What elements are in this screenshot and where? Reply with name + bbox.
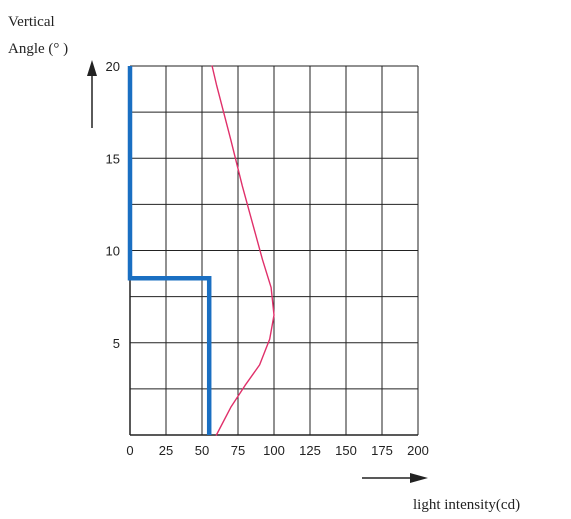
- y-axis-label-line2: Angle (° ): [8, 41, 68, 57]
- series-group: [127, 65, 275, 436]
- x-tick-label: 150: [335, 443, 357, 458]
- y-tick-label: 10: [106, 244, 120, 259]
- x-tick-label: 75: [231, 443, 245, 458]
- x-tick-label: 25: [159, 443, 173, 458]
- y-tick-label: 20: [106, 59, 120, 74]
- x-tick-labels: 0 25 50 75 100 125 150 175 200: [126, 443, 428, 458]
- series-step-line: [127, 66, 212, 435]
- y-tick-labels: 5 10 15 20: [106, 59, 120, 351]
- y-axis-label-line1: Vertical: [8, 14, 55, 30]
- y-tick-label: 5: [113, 336, 120, 351]
- x-tick-label: 125: [299, 443, 321, 458]
- x-tick-label: 200: [407, 443, 429, 458]
- y-tick-label: 15: [106, 151, 120, 166]
- y-axis-arrow-icon: [87, 60, 97, 128]
- x-axis-label: light intensity(cd): [413, 497, 520, 513]
- x-axis-arrow-icon: [362, 473, 428, 483]
- series-curve-line: [211, 65, 275, 436]
- grid: [130, 65, 419, 435]
- x-tick-label: 0: [126, 443, 133, 458]
- x-tick-label: 50: [195, 443, 209, 458]
- x-tick-label: 175: [371, 443, 393, 458]
- x-tick-label: 100: [263, 443, 285, 458]
